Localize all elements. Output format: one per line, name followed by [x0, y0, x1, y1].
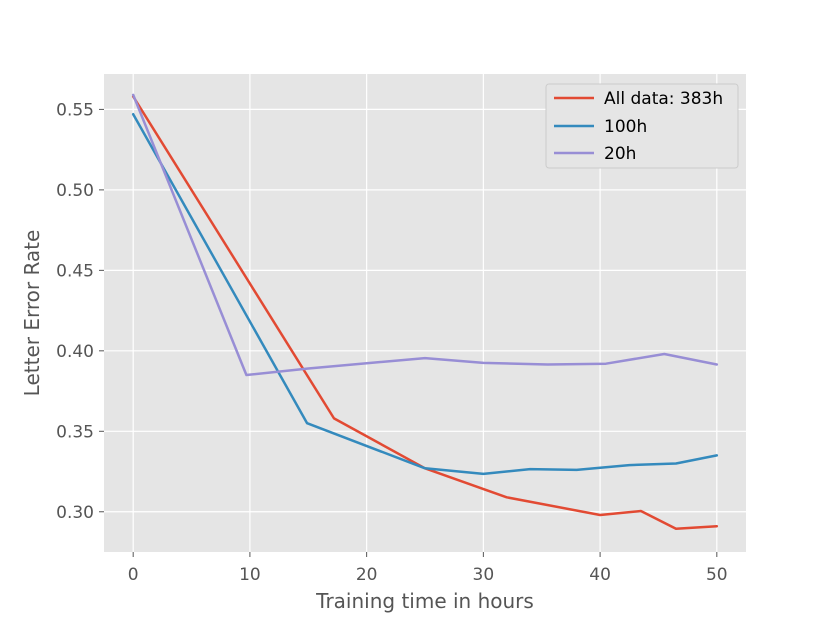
y-tick-label: 0.30 — [56, 503, 94, 523]
x-tick-label: 40 — [589, 565, 611, 585]
y-tick-label: 0.45 — [56, 261, 94, 281]
y-axis-ticks: 0.30 0.35 0.40 0.45 0.50 0.55 — [56, 100, 104, 523]
legend-label-20h: 20h — [604, 144, 636, 164]
y-tick-label: 0.50 — [56, 181, 94, 201]
y-tick-label: 0.35 — [56, 422, 94, 442]
x-tick-label: 20 — [356, 565, 378, 585]
grid-lines — [104, 74, 746, 552]
x-tick-label: 0 — [128, 565, 139, 585]
y-axis-label: Letter Error Rate — [20, 230, 44, 397]
series-line-all-data-383h — [131, 95, 719, 530]
x-tick-label: 50 — [706, 565, 728, 585]
series-lines — [131, 93, 719, 530]
legend-label-100h: 100h — [604, 117, 647, 137]
legend-box — [545, 83, 739, 169]
y-tick-label: 0.55 — [56, 100, 94, 120]
x-axis-ticks: 0 10 20 30 40 50 — [128, 552, 728, 585]
x-tick-label: 30 — [473, 565, 495, 585]
x-axis-label: Training time in hours — [315, 589, 534, 613]
y-tick-label: 0.40 — [56, 342, 94, 362]
series-line-100h — [131, 112, 719, 476]
x-tick-label: 10 — [239, 565, 261, 585]
legend-label-all-data: All data: 383h — [604, 89, 723, 109]
legend: All data: 383h 100h 20h — [545, 83, 739, 169]
series-line-20h — [131, 93, 719, 377]
